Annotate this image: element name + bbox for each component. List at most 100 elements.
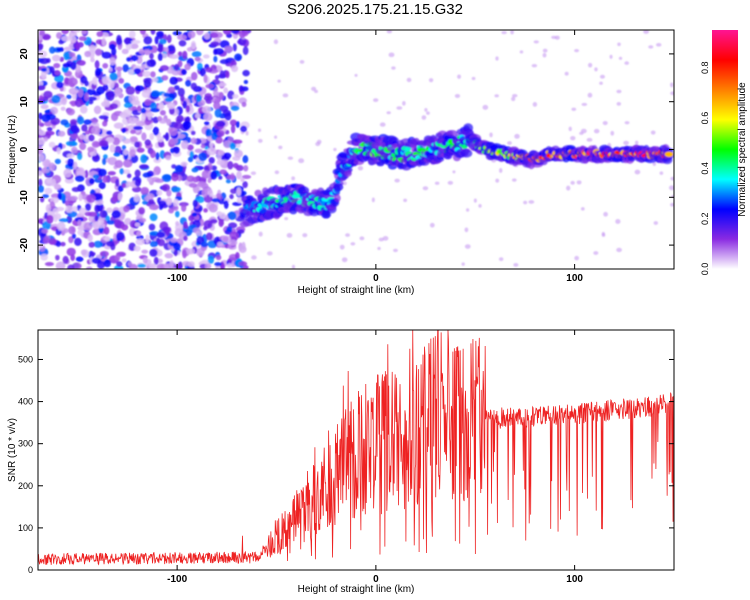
heatmap-cell [447, 180, 454, 185]
heatmap-cell [170, 237, 178, 243]
heatmap-cell [274, 135, 278, 139]
heatmap-cell [217, 149, 225, 156]
heatmap-cell [165, 155, 172, 161]
colorbar-gradient [712, 30, 738, 269]
x-axis-label: Height of straight line (km) [298, 285, 415, 296]
heatmap-cell [222, 236, 229, 242]
heatmap-cell [128, 30, 136, 39]
heatmap-cell [46, 126, 53, 132]
heatmap-cell [156, 30, 164, 38]
heatmap-cell [156, 136, 164, 143]
heatmap-cell [234, 53, 243, 62]
heatmap-cell [68, 87, 79, 95]
heatmap-cell [664, 151, 674, 157]
heatmap-cell [277, 79, 281, 83]
heatmap-cell [237, 39, 247, 45]
heatmap-cell [38, 185, 45, 193]
y-tick-label: 20 [19, 48, 30, 60]
heatmap-cell [132, 117, 140, 124]
heatmap-cell [392, 248, 398, 253]
y-tick-label: -10 [19, 190, 30, 205]
heatmap-cell [214, 108, 222, 118]
heatmap-cell [251, 255, 257, 260]
heatmap-cell [357, 165, 364, 171]
heatmap-cell [464, 227, 469, 233]
heatmap-cell [71, 146, 78, 154]
heatmap-cell [197, 30, 204, 35]
heatmap-cell [457, 74, 462, 79]
heatmap-cell [68, 236, 74, 244]
heatmap-cell [164, 252, 174, 259]
heatmap-cell [67, 264, 75, 269]
heatmap-cell [111, 210, 122, 219]
heatmap-cell [603, 211, 608, 217]
heatmap-cell [210, 41, 220, 47]
heatmap-cell [44, 261, 54, 267]
heatmap-cell [377, 246, 381, 251]
heatmap-cell [169, 127, 178, 136]
heatmap-cell [203, 112, 213, 121]
heatmap-cell [123, 205, 130, 213]
heatmap-cell [154, 178, 165, 183]
heatmap-cell [190, 130, 196, 136]
heatmap-cell [238, 85, 244, 92]
heatmap-cell [150, 30, 156, 35]
heatmap-cell [287, 156, 294, 160]
heatmap-cell [106, 130, 113, 136]
heatmap-cell [46, 214, 54, 224]
heatmap-cell [95, 222, 106, 229]
heatmap-cell [91, 125, 101, 135]
heatmap-cell [185, 105, 190, 113]
heatmap-cell [532, 102, 538, 107]
heatmap-cell [235, 121, 240, 128]
heatmap-cell [634, 169, 641, 175]
y-tick-label: 500 [18, 354, 33, 364]
heatmap-cell [182, 120, 192, 130]
heatmap-cell [229, 231, 240, 241]
heatmap-cell [98, 115, 109, 120]
heatmap-cell [286, 233, 293, 238]
heatmap-cell [650, 130, 656, 135]
heatmap-cell [201, 259, 210, 264]
heatmap-cell [145, 112, 155, 117]
heatmap-cell [203, 226, 208, 231]
heatmap-cell [471, 76, 476, 81]
heatmap-cell [194, 56, 201, 62]
heatmap-cell [241, 30, 249, 37]
heatmap-cell [284, 217, 289, 221]
heatmap-cell [48, 141, 56, 148]
heatmap-cell [386, 111, 391, 115]
heatmap-cell [121, 183, 127, 188]
x-tick-label: 0 [373, 273, 379, 284]
heatmap-cell [169, 137, 179, 145]
heatmap-cell [98, 181, 106, 190]
heatmap-cell [121, 127, 127, 133]
y-tick-label: 300 [18, 439, 33, 449]
heatmap-cell [204, 263, 212, 269]
heatmap-cell [257, 138, 263, 143]
heatmap-cell [499, 168, 503, 173]
heatmap-cell [54, 184, 62, 191]
heatmap-cell [130, 99, 141, 106]
heatmap-cell [222, 30, 232, 35]
heatmap-cell [581, 102, 588, 106]
heatmap-cell [85, 203, 92, 211]
heatmap-cell [174, 164, 184, 173]
heatmap-cell [71, 186, 81, 192]
heatmap-cell [161, 75, 169, 81]
y-tick-label: -20 [19, 237, 30, 252]
heatmap-cell [187, 156, 194, 163]
heatmap-cell [159, 110, 166, 116]
heatmap-cell [96, 31, 104, 37]
heatmap-cell [63, 168, 72, 178]
heatmap-cell [396, 106, 403, 110]
heatmap-cell [77, 152, 83, 161]
heatmap-cell [140, 186, 150, 195]
heatmap-cell [209, 32, 219, 39]
heatmap-cell [118, 135, 126, 140]
heatmap-cell [90, 57, 95, 63]
heatmap-cell [149, 52, 154, 60]
heatmap-cells [38, 30, 674, 269]
heatmap-cell [84, 50, 92, 58]
heatmap-cell [72, 30, 81, 33]
